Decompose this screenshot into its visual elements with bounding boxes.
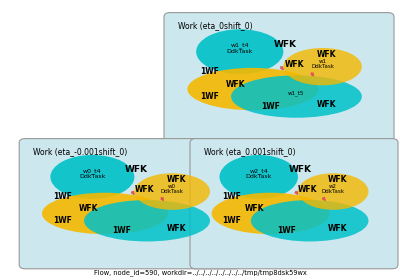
Text: Flow, node_id=590, workdir=../../../../../../../../tmp/tmp8dsk59wx: Flow, node_id=590, workdir=../../../../.… [94, 269, 306, 276]
FancyBboxPatch shape [190, 139, 398, 269]
Text: WFK: WFK [288, 165, 311, 174]
FancyBboxPatch shape [164, 13, 394, 146]
Ellipse shape [50, 155, 134, 199]
Text: w0
DdkTask: w0 DdkTask [161, 184, 184, 194]
Text: 1WF: 1WF [200, 92, 219, 101]
Text: w0_t4
DdkTask: w0_t4 DdkTask [79, 168, 106, 179]
Ellipse shape [251, 200, 368, 241]
Text: WFK: WFK [274, 40, 297, 49]
Text: WFK: WFK [135, 185, 155, 193]
Ellipse shape [298, 173, 368, 210]
Ellipse shape [220, 155, 298, 199]
Ellipse shape [283, 48, 362, 85]
Text: 1WF: 1WF [200, 67, 219, 76]
Ellipse shape [42, 193, 168, 234]
Text: w1_t5: w1_t5 [288, 90, 305, 96]
Ellipse shape [188, 68, 318, 110]
Ellipse shape [231, 75, 362, 118]
Ellipse shape [196, 29, 283, 74]
Text: WFK: WFK [284, 60, 304, 69]
Text: 1WF: 1WF [261, 102, 280, 111]
Text: w1
DdkTask: w1 DdkTask [311, 59, 334, 69]
Text: WFK: WFK [317, 99, 337, 109]
Text: WFK: WFK [327, 175, 347, 184]
Text: Work (eta_0shift_0): Work (eta_0shift_0) [178, 21, 253, 30]
Text: WFK: WFK [327, 223, 347, 233]
Text: WFK: WFK [125, 165, 148, 174]
Text: 1WF: 1WF [112, 226, 131, 235]
Text: WFK: WFK [317, 50, 337, 59]
Text: w1_t4
DdkTask: w1_t4 DdkTask [226, 43, 253, 54]
Text: w2
DdkTask: w2 DdkTask [322, 184, 345, 194]
Text: WFK: WFK [78, 204, 98, 213]
Ellipse shape [134, 173, 210, 210]
Text: 1WF: 1WF [222, 216, 241, 225]
Text: WFK: WFK [298, 185, 318, 193]
FancyBboxPatch shape [19, 139, 241, 269]
Text: WFK: WFK [226, 80, 245, 88]
Text: Work (eta_-0.001shift_0): Work (eta_-0.001shift_0) [33, 147, 128, 156]
Text: 1WF: 1WF [54, 192, 72, 201]
Text: WFK: WFK [167, 175, 186, 184]
Text: w2_t4
DdkTask: w2_t4 DdkTask [246, 168, 272, 179]
Text: 1WF: 1WF [277, 226, 296, 235]
Text: 1WF: 1WF [222, 192, 241, 201]
Text: 1WF: 1WF [54, 216, 72, 225]
Ellipse shape [84, 200, 210, 241]
Ellipse shape [212, 193, 329, 234]
Text: WFK: WFK [167, 223, 186, 233]
Text: WFK: WFK [245, 204, 264, 213]
Text: Work (eta_0.001shift_0): Work (eta_0.001shift_0) [204, 147, 296, 156]
